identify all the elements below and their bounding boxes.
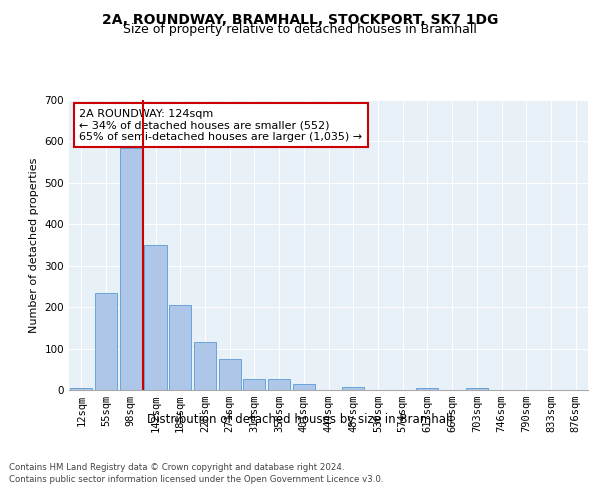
Bar — [342, 387, 364, 390]
Text: Contains HM Land Registry data © Crown copyright and database right 2024.: Contains HM Land Registry data © Crown c… — [9, 462, 344, 471]
Bar — [243, 379, 265, 390]
Bar — [194, 342, 216, 390]
Text: 2A, ROUNDWAY, BRAMHALL, STOCKPORT, SK7 1DG: 2A, ROUNDWAY, BRAMHALL, STOCKPORT, SK7 1… — [102, 12, 498, 26]
Bar — [145, 245, 167, 390]
Text: 2A ROUNDWAY: 124sqm
← 34% of detached houses are smaller (552)
65% of semi-detac: 2A ROUNDWAY: 124sqm ← 34% of detached ho… — [79, 108, 362, 142]
Text: Distribution of detached houses by size in Bramhall: Distribution of detached houses by size … — [147, 412, 453, 426]
Bar — [218, 360, 241, 390]
Bar — [416, 388, 439, 390]
Bar — [95, 294, 117, 390]
Text: Size of property relative to detached houses in Bramhall: Size of property relative to detached ho… — [123, 22, 477, 36]
Bar — [268, 379, 290, 390]
Bar — [293, 384, 315, 390]
Y-axis label: Number of detached properties: Number of detached properties — [29, 158, 39, 332]
Bar — [119, 148, 142, 390]
Bar — [466, 388, 488, 390]
Bar — [169, 306, 191, 390]
Bar — [70, 388, 92, 390]
Text: Contains public sector information licensed under the Open Government Licence v3: Contains public sector information licen… — [9, 475, 383, 484]
